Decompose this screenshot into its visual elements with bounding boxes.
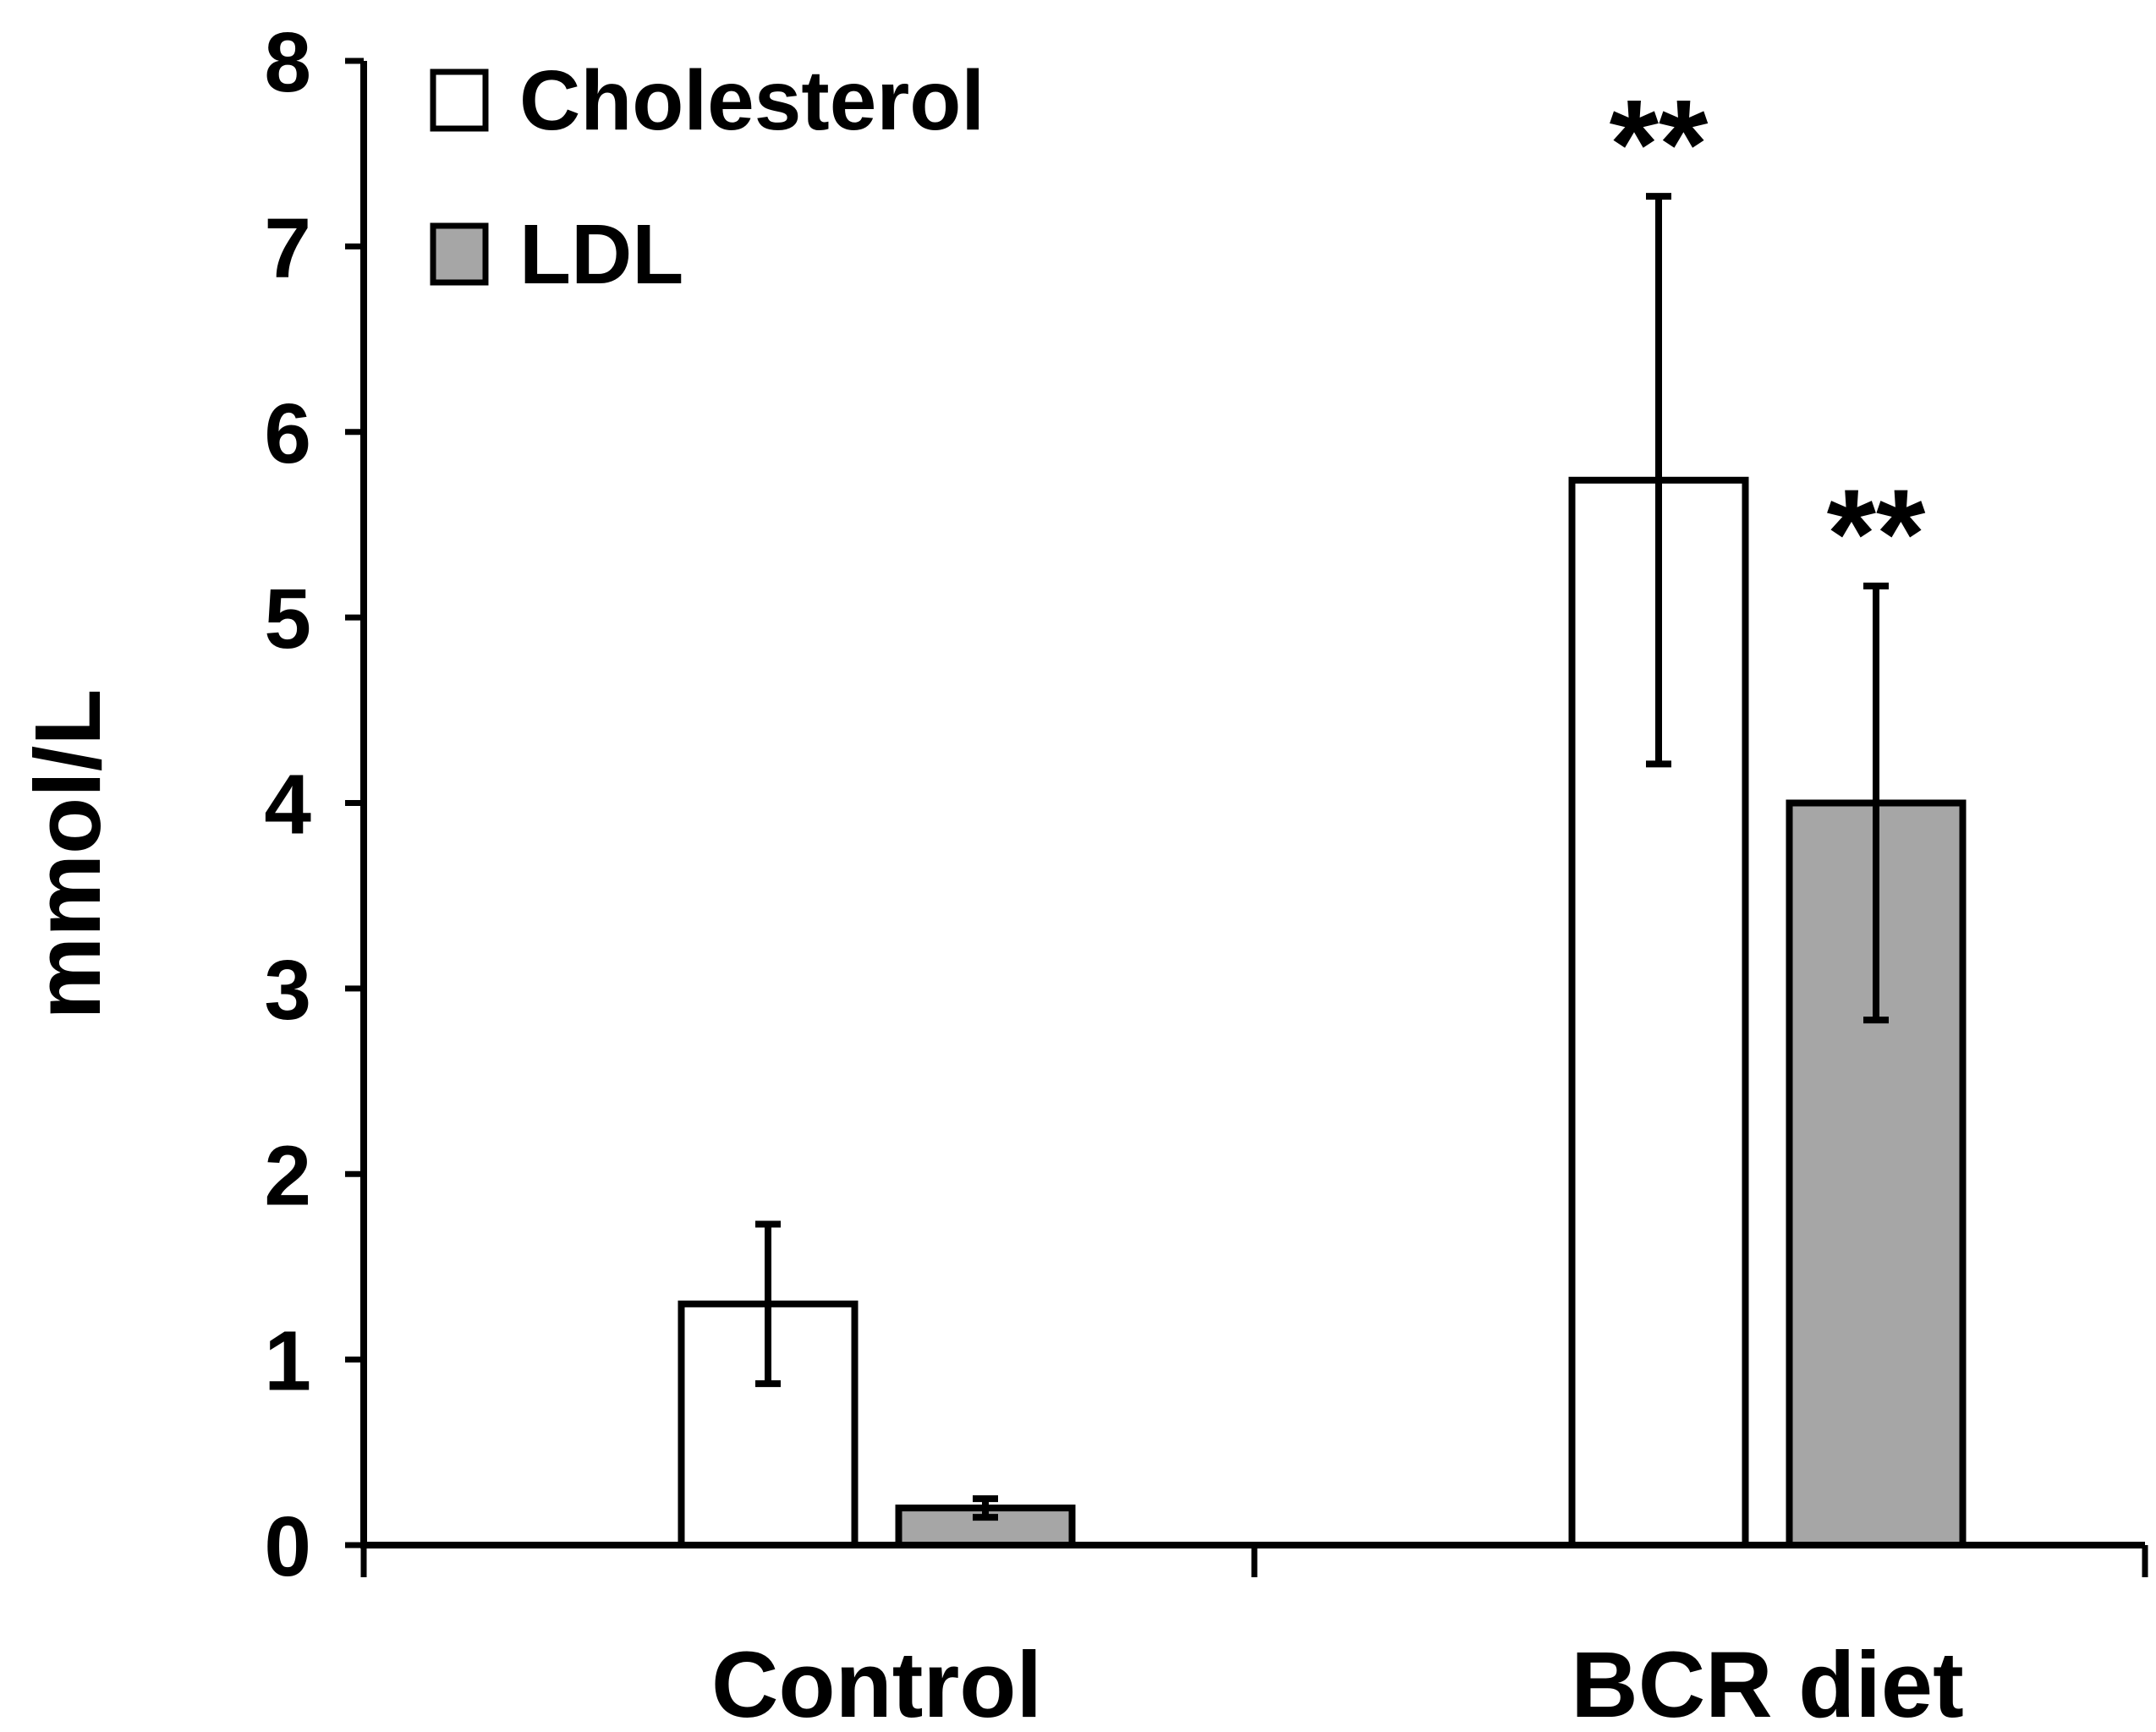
y-tick-label: 0 <box>264 1499 311 1594</box>
y-tick-label: 1 <box>264 1314 311 1409</box>
x-axis-ticks <box>360 1545 2148 1577</box>
category-label: BCR diet <box>1571 1633 1963 1732</box>
category-label: Control <box>711 1633 1042 1732</box>
y-tick-label: 5 <box>264 572 311 666</box>
legend: Cholesterol LDL <box>430 53 985 302</box>
legend-label: LDL <box>519 207 683 302</box>
y-tick-label: 4 <box>264 758 311 852</box>
bars <box>678 476 1967 1548</box>
y-tick-label: 6 <box>264 386 311 481</box>
legend-swatch-cholesterol <box>430 69 489 132</box>
legend-swatch-ldl <box>430 222 489 286</box>
significance-annotations: ** ** <box>1610 73 1926 605</box>
legend-label: Cholesterol <box>519 53 985 148</box>
y-axis-ticks: 0 1 2 3 4 5 6 7 8 <box>264 15 364 1594</box>
category-labels: Control BCR diet <box>711 1633 1964 1732</box>
y-tick-label: 3 <box>264 943 311 1038</box>
significance-marker: ** <box>1610 73 1709 215</box>
y-tick-label: 7 <box>264 200 311 295</box>
significance-marker: ** <box>1827 463 1926 605</box>
y-tick-label: 8 <box>264 15 311 110</box>
error-bars <box>755 193 1889 1521</box>
y-axis-title: mmol/L <box>16 688 120 1019</box>
y-tick-label: 2 <box>264 1128 311 1223</box>
